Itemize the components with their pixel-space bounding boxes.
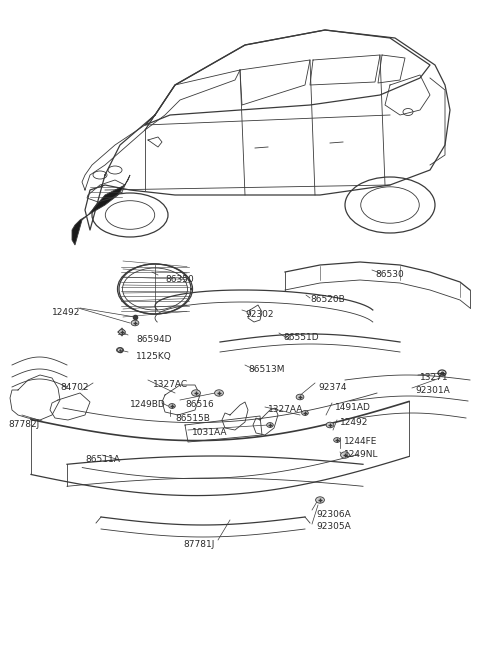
Text: 86594D: 86594D: [136, 335, 171, 344]
Text: 1327AC: 1327AC: [153, 380, 188, 389]
Text: 86515B: 86515B: [175, 414, 210, 423]
Text: 92374: 92374: [318, 383, 347, 392]
Text: 86350: 86350: [165, 275, 194, 284]
Text: 84702: 84702: [60, 383, 88, 392]
Text: 12492: 12492: [340, 418, 368, 427]
Ellipse shape: [296, 394, 304, 400]
Text: 1244FE: 1244FE: [344, 437, 377, 446]
Ellipse shape: [192, 390, 201, 396]
Text: 92305A: 92305A: [316, 522, 351, 531]
Text: 1249NL: 1249NL: [344, 450, 379, 459]
Ellipse shape: [131, 320, 139, 326]
Polygon shape: [119, 264, 191, 314]
Text: 86530: 86530: [375, 270, 404, 279]
Polygon shape: [72, 175, 130, 245]
Ellipse shape: [267, 422, 273, 428]
Ellipse shape: [117, 348, 123, 352]
Text: 86516: 86516: [185, 400, 214, 409]
Ellipse shape: [334, 438, 340, 442]
Ellipse shape: [168, 403, 175, 409]
Text: 92302: 92302: [245, 310, 274, 319]
Text: 86511A: 86511A: [85, 455, 120, 464]
Ellipse shape: [316, 497, 324, 503]
Text: 1327AA: 1327AA: [268, 405, 303, 414]
Ellipse shape: [119, 329, 125, 335]
Text: 87781J: 87781J: [183, 540, 215, 549]
Text: 12492: 12492: [52, 308, 80, 317]
Text: 1491AD: 1491AD: [335, 403, 371, 412]
Text: 87782J: 87782J: [8, 420, 39, 429]
Text: 86513M: 86513M: [248, 365, 285, 374]
Ellipse shape: [215, 390, 223, 396]
Ellipse shape: [326, 422, 334, 428]
Ellipse shape: [302, 411, 308, 415]
Text: 92301A: 92301A: [415, 386, 450, 395]
Text: 13271: 13271: [420, 373, 449, 382]
Text: 92306A: 92306A: [316, 510, 351, 519]
Text: 86551D: 86551D: [283, 333, 319, 342]
Text: 86520B: 86520B: [310, 295, 345, 304]
Text: 1031AA: 1031AA: [192, 428, 228, 437]
Text: 1249BD: 1249BD: [130, 400, 166, 409]
Text: 1125KQ: 1125KQ: [136, 352, 172, 361]
Ellipse shape: [341, 452, 349, 458]
